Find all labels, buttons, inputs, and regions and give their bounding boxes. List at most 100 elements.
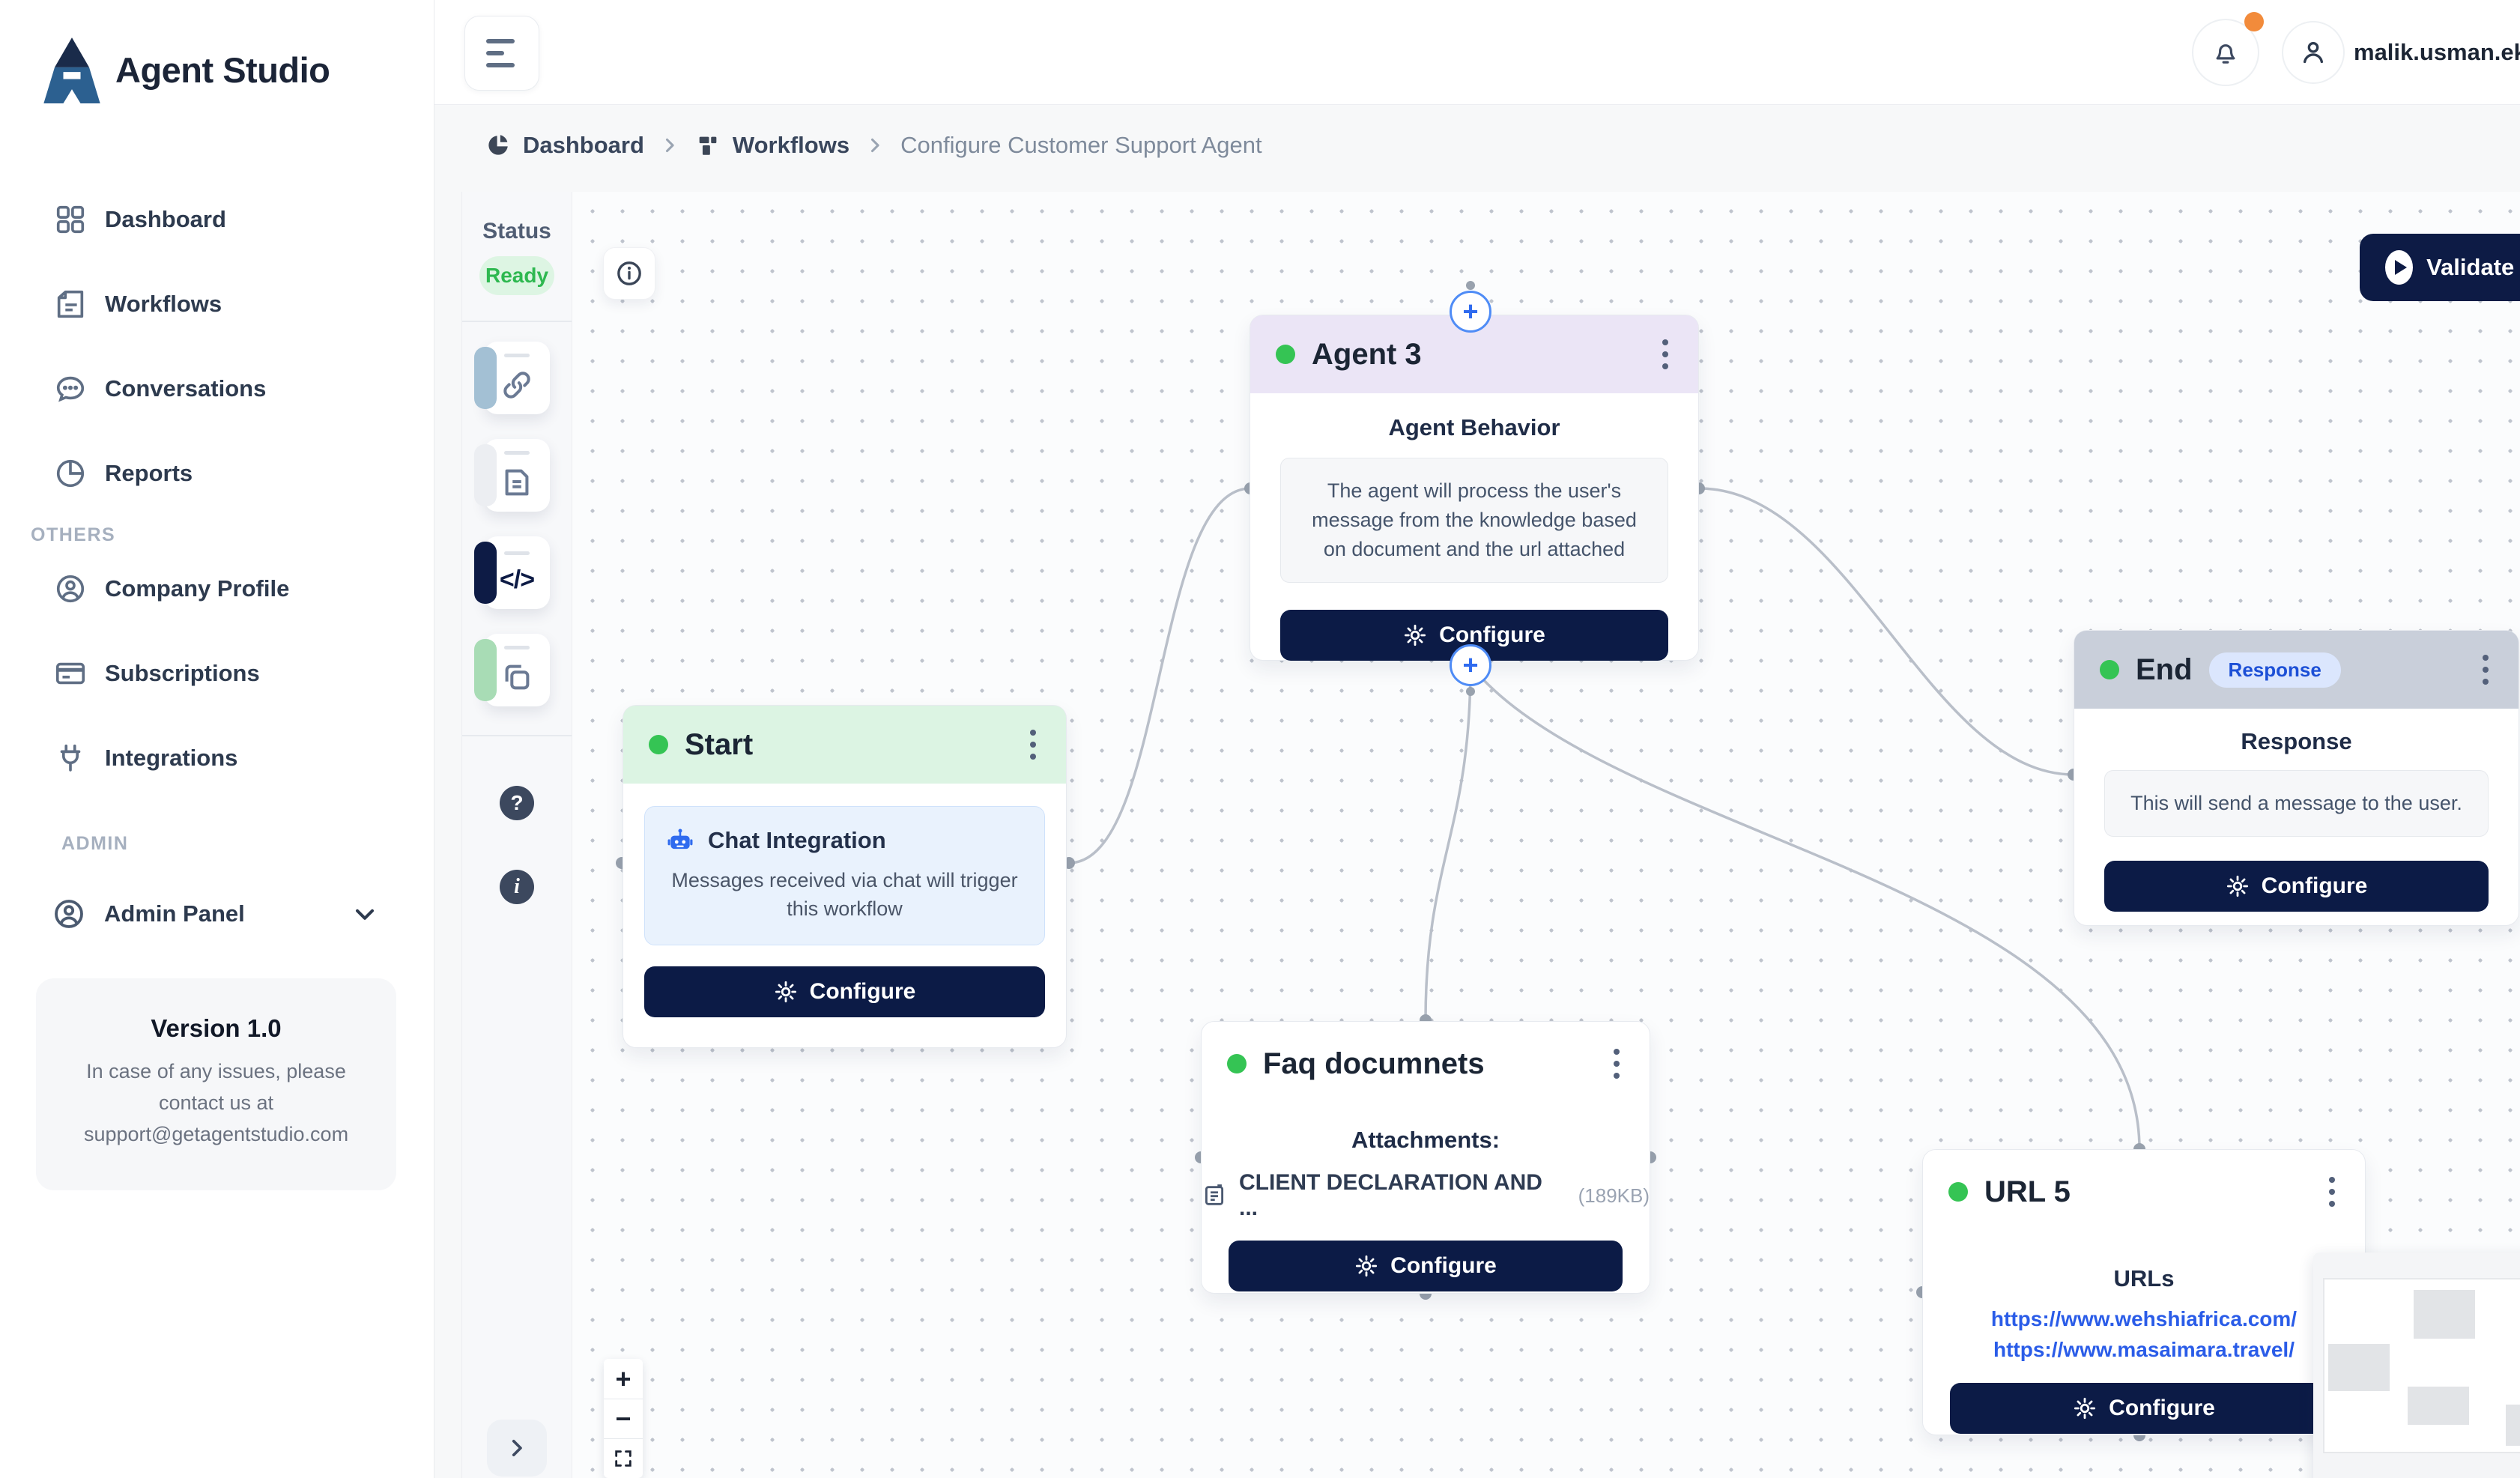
add-node-button-top[interactable]: + — [1450, 291, 1491, 333]
url-link[interactable]: https://www.masaimara.travel/ — [1993, 1337, 2295, 1361]
status-badge: Ready — [479, 256, 554, 295]
fullscreen-icon — [615, 1450, 631, 1467]
credit-card-icon — [53, 656, 88, 691]
breadcrumb-dashboard[interactable]: Dashboard — [485, 132, 644, 159]
node-url-5[interactable]: URL 5 URLs https://www.wehshiafrica.com/… — [1922, 1149, 2366, 1435]
configure-button[interactable]: Configure — [1280, 610, 1668, 661]
code-icon: </> — [499, 565, 535, 594]
user-circle-icon — [51, 896, 87, 932]
agent-behavior-description: The agent will process the user's messag… — [1280, 458, 1668, 584]
sidebar-item-label: Conversations — [105, 375, 267, 402]
sidebar-item-conversations[interactable]: Conversations — [0, 346, 434, 431]
sidebar-item-reports[interactable]: Reports — [0, 431, 434, 515]
chevron-right-icon — [512, 1439, 522, 1457]
kebab-menu-icon[interactable] — [2324, 1172, 2339, 1211]
sidebar-item-label: Dashboard — [105, 205, 226, 232]
node-title: URL 5 — [1984, 1175, 2071, 1208]
notifications-button[interactable] — [2192, 19, 2259, 86]
bell-icon — [2210, 37, 2241, 68]
sidebar-nav: Dashboard Workflows Conversations Report… — [0, 177, 434, 515]
minimap-node — [2408, 1387, 2469, 1425]
help-button[interactable]: ? — [500, 786, 534, 820]
configure-button-label: Configure — [2109, 1396, 2215, 1421]
user-icon — [2298, 37, 2328, 67]
tool-code-node-selected[interactable]: </> — [474, 536, 550, 609]
zoom-in-button[interactable]: + — [615, 1363, 631, 1394]
sidebar-toggle-button[interactable] — [464, 16, 539, 91]
minimap-node — [2328, 1344, 2390, 1391]
info-icon: i — [514, 875, 520, 898]
node-title: Start — [685, 727, 754, 761]
configure-button[interactable]: Configure — [2104, 861, 2489, 912]
gear-icon — [775, 981, 796, 1002]
sidebar-item-admin-panel[interactable]: Admin Panel — [0, 873, 434, 955]
kebab-menu-icon[interactable] — [1026, 725, 1041, 764]
user-menu-button[interactable] — [2282, 21, 2345, 84]
add-node-button-bottom[interactable]: + — [1450, 644, 1491, 686]
divider — [462, 321, 572, 322]
validate-and-publish-button[interactable]: Validate and — [2360, 234, 2520, 301]
node-header: Start — [623, 706, 1066, 784]
info-circle-icon — [617, 261, 641, 285]
hamburger-icon — [486, 39, 515, 43]
attachment-name: CLIENT DECLARATION AND ... — [1239, 1170, 1542, 1220]
configure-button[interactable]: Configure — [644, 966, 1045, 1017]
kebab-menu-icon[interactable] — [1609, 1044, 1624, 1083]
configure-button[interactable]: Configure — [1950, 1383, 2338, 1435]
zoom-out-button[interactable]: − — [604, 1399, 643, 1438]
tool-document-node[interactable] — [474, 439, 550, 512]
node-start[interactable]: Start Chat Integration Messages received… — [623, 705, 1067, 1048]
chevron-right-icon — [659, 135, 680, 156]
node-agent-3[interactable]: Agent 3 Agent Behavior The agent will pr… — [1250, 315, 1699, 661]
breadcrumb-label: Configure Customer Support Agent — [900, 132, 1262, 158]
chat-integration-card: Chat Integration Messages received via c… — [644, 806, 1045, 945]
minimap-node — [2414, 1290, 2475, 1339]
info-button[interactable]: i — [500, 870, 534, 904]
breadcrumb-workflows[interactable]: Workflows — [695, 132, 849, 159]
document-icon — [53, 287, 88, 321]
tool-copy-node[interactable] — [474, 634, 550, 706]
url-link[interactable]: https://www.wehshiafrica.com/ — [1990, 1307, 2298, 1330]
node-end[interactable]: End Response Response This will send a m… — [2074, 630, 2519, 926]
gear-icon — [1356, 1255, 1378, 1277]
url-list: https://www.wehshiafrica.com/ https://ww… — [1923, 1304, 2365, 1365]
panel-expand-button[interactable] — [487, 1420, 547, 1477]
canvas-info-button[interactable] — [603, 247, 655, 300]
minimap[interactable] — [2313, 1253, 2520, 1478]
zoom-controls: + − — [604, 1359, 643, 1478]
fit-view-button[interactable] — [604, 1438, 643, 1478]
response-badge: Response — [2208, 652, 2341, 688]
gear-icon — [2226, 876, 2248, 897]
configure-button-label: Configure — [2261, 873, 2368, 899]
user-circle-icon — [53, 572, 88, 606]
breadcrumb-current-page: Configure Customer Support Agent — [900, 132, 1262, 159]
integration-title: Chat Integration — [708, 827, 886, 853]
validate-button-label: Validate and — [2426, 254, 2520, 280]
configure-button[interactable]: Configure — [1229, 1241, 1623, 1291]
status-dot-icon — [649, 735, 668, 754]
others-section-label: OTHERS — [31, 524, 116, 545]
sidebar-item-subscriptions[interactable]: Subscriptions — [0, 631, 434, 715]
node-faq-documents[interactable]: Faq documnets Attachments: CLIENT DECLAR… — [1201, 1021, 1650, 1294]
app-name: Agent Studio — [115, 49, 330, 90]
version-info-card: Version 1.0 In case of any issues, pleas… — [36, 978, 396, 1190]
version-support-text: In case of any issues, please — [86, 1060, 346, 1082]
username-text: malik.usman.ek@g — [2354, 39, 2520, 65]
response-description: This will send a message to the user. — [2104, 770, 2489, 838]
kebab-menu-icon[interactable] — [1658, 335, 1673, 374]
file-icon — [500, 465, 534, 500]
sidebar-item-integrations[interactable]: Integrations — [0, 715, 434, 800]
status-dot-icon — [1948, 1182, 1968, 1202]
tool-link-node[interactable] — [474, 342, 550, 414]
sidebar-item-label: Admin Panel — [104, 900, 245, 927]
node-header: End Response — [2074, 631, 2519, 709]
copy-icon — [500, 660, 534, 694]
kebab-menu-icon[interactable] — [2478, 650, 2493, 689]
attachment-row: CLIENT DECLARATION AND ... (189KB) — [1202, 1170, 1650, 1221]
configure-button-label: Configure — [809, 978, 916, 1004]
sidebar-item-company-profile[interactable]: Company Profile — [0, 546, 434, 631]
topbar: malik.usman.ek@g — [434, 0, 2520, 105]
sidebar-item-workflows[interactable]: Workflows — [0, 261, 434, 346]
sidebar-item-dashboard[interactable]: Dashboard — [0, 177, 434, 261]
grid-icon — [53, 202, 88, 237]
